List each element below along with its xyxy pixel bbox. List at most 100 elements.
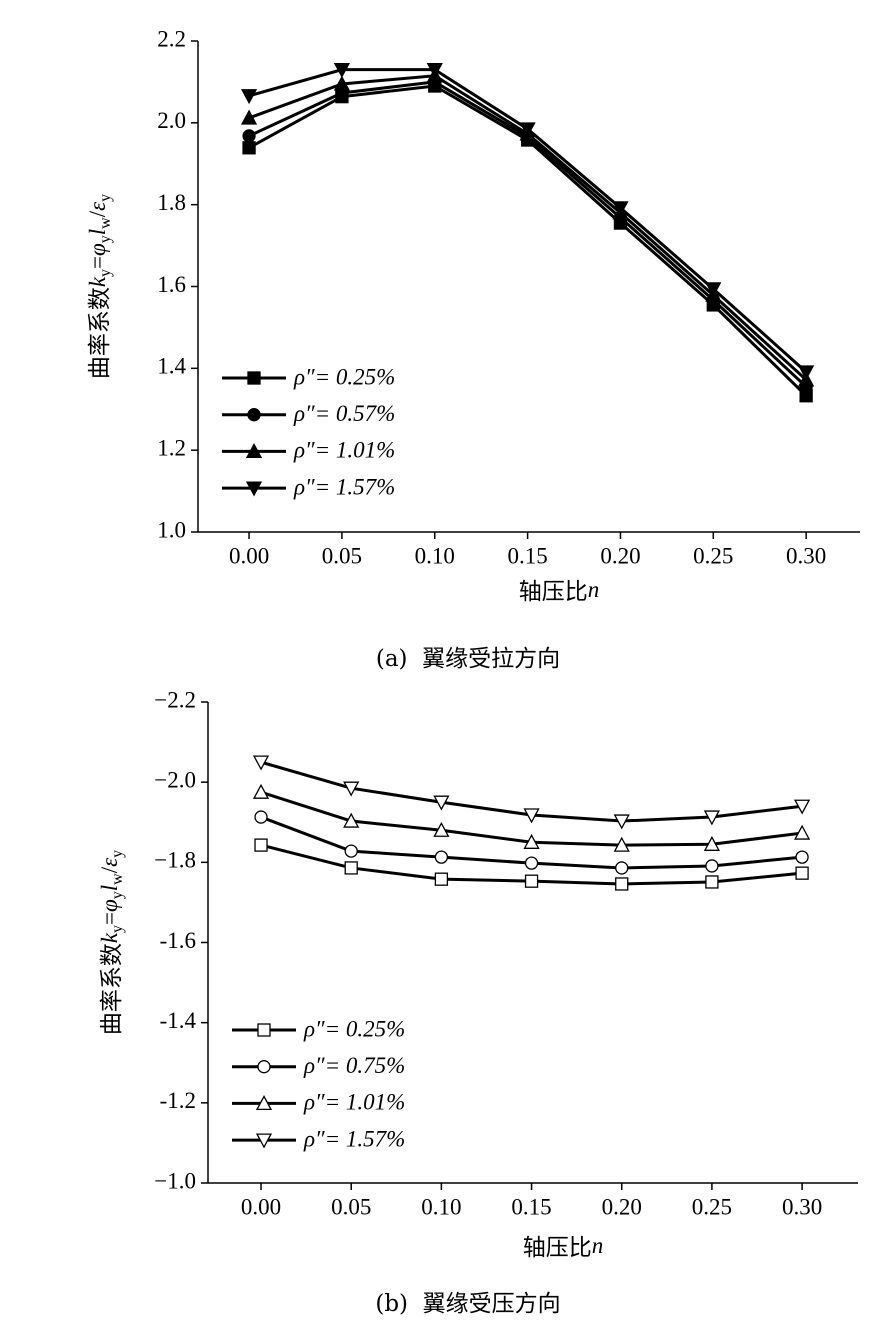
legend-label: ρ″= 0.75% — [303, 1053, 405, 1078]
marker — [798, 365, 815, 381]
x-tick-label: 0.25 — [692, 1194, 732, 1219]
x-label-part: n — [592, 1233, 604, 1258]
x-label-part: 轴压比 — [523, 1235, 592, 1261]
x-tick-label: 0.15 — [507, 543, 547, 568]
marker — [434, 872, 449, 886]
y-label-part: / — [97, 866, 122, 873]
y-tick-label: 2.0 — [157, 108, 186, 133]
x-tick-label: 0.05 — [322, 543, 362, 568]
marker — [613, 814, 630, 830]
marker — [615, 861, 629, 875]
x-axis-label: 轴压比n — [519, 577, 600, 604]
marker — [612, 201, 629, 217]
x-tick-label: 0.05 — [331, 1194, 371, 1219]
y-tick-label: -1.2 — [160, 1088, 196, 1113]
y-label-part: 曲率系数 — [99, 943, 125, 1035]
y-label-part: = — [85, 256, 110, 269]
x-label-part: n — [588, 577, 600, 602]
marker — [703, 810, 721, 826]
y-label-part: / — [85, 210, 110, 217]
y-label-part: ε — [97, 857, 122, 867]
series-line — [248, 74, 808, 381]
marker — [257, 1060, 271, 1074]
marker — [703, 835, 721, 851]
y-axis-label: 曲率系数ky=φylw/εy — [97, 850, 125, 1035]
marker — [333, 75, 351, 91]
marker — [433, 795, 450, 811]
y-label-part: w — [109, 873, 126, 885]
marker — [240, 89, 258, 105]
marker — [255, 1095, 273, 1111]
marker — [794, 824, 811, 840]
marker — [242, 141, 256, 155]
marker — [523, 833, 540, 849]
legend-label: ρ″= 0.25% — [303, 1016, 405, 1041]
y-label-part: y — [97, 194, 114, 202]
marker — [245, 481, 263, 497]
y-tick-label: -1.6 — [160, 928, 196, 953]
marker — [705, 875, 719, 889]
chart: −1.0 -1.2 -1.4 -1.6 −1.8 −2.0 −2.2 0.00 0.05 0.10… — [97, 687, 858, 1317]
y-tick-label: 1.4 — [157, 354, 186, 379]
y-label-part: = — [97, 912, 122, 925]
caption: (a) 翼缘受拉方向 — [376, 646, 560, 672]
legend-label: ρ″= 1.01% — [303, 1090, 405, 1115]
marker — [705, 282, 722, 298]
marker — [242, 129, 256, 143]
marker — [344, 844, 358, 858]
marker — [705, 859, 719, 873]
y-tick-label: 1.8 — [157, 190, 186, 215]
x-tick-label: 0.30 — [786, 543, 826, 568]
marker — [524, 856, 539, 870]
marker — [245, 443, 263, 459]
marker — [240, 109, 258, 125]
marker — [254, 810, 268, 824]
marker — [795, 866, 809, 880]
marker — [252, 783, 270, 799]
x-axis-label: 轴压比n — [523, 1233, 604, 1260]
y-label-part: ε — [85, 201, 110, 211]
marker — [333, 62, 351, 79]
marker — [343, 781, 360, 797]
y-label-part: y — [109, 891, 126, 899]
marker — [524, 874, 539, 888]
x-label-part: 轴压比 — [519, 579, 588, 605]
y-label-part: 曲率系数 — [87, 287, 113, 379]
x-tick-label: 0.20 — [602, 1194, 642, 1219]
x-tick-label: 0.00 — [229, 543, 269, 568]
y-label-part: y — [97, 269, 114, 277]
marker — [519, 122, 536, 138]
legend-label: ρ″= 0.25% — [293, 364, 395, 389]
legend-label: ρ″= 1.57% — [303, 1126, 405, 1151]
x-tick-label: 0.25 — [693, 543, 733, 568]
series-line — [248, 68, 808, 374]
x-tick-label: 0.15 — [511, 1194, 551, 1219]
x-tick-label: 0.10 — [415, 543, 455, 568]
y-label-part: l — [97, 885, 122, 891]
marker — [255, 1133, 273, 1149]
y-label-part: y — [109, 850, 126, 858]
x-tick-label: 0.10 — [421, 1194, 461, 1219]
y-tick-label: −2.2 — [154, 687, 196, 712]
y-axis-label: 曲率系数ky=φylw/εy — [85, 194, 113, 379]
x-tick-label: 0.00 — [241, 1194, 281, 1219]
marker — [247, 408, 261, 422]
y-tick-label: 1.2 — [157, 435, 186, 460]
marker — [794, 799, 811, 815]
y-tick-label: 1.6 — [157, 272, 186, 297]
caption: (b) 翼缘受压方向 — [375, 1291, 560, 1317]
marker — [344, 861, 358, 875]
legend-label: ρ″= 0.57% — [293, 401, 395, 426]
marker — [615, 877, 629, 891]
marker — [795, 850, 809, 864]
y-label-part: y — [97, 235, 114, 243]
marker — [247, 371, 261, 385]
x-tick-label: 0.30 — [782, 1194, 822, 1219]
y-tick-label: −2.0 — [154, 767, 196, 792]
y-tick-label: -1.4 — [160, 1008, 197, 1033]
marker — [426, 62, 443, 79]
y-label-part: l — [85, 229, 110, 235]
y-tick-label: −1.8 — [154, 848, 196, 873]
legend-label: ρ″= 1.57% — [293, 474, 395, 499]
